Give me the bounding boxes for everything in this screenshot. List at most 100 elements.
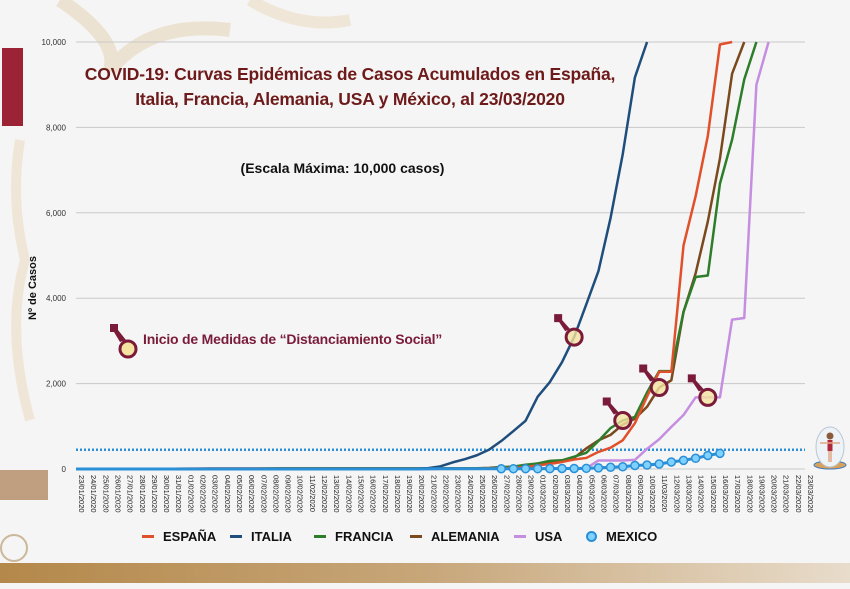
mexico-point — [520, 463, 531, 474]
marker-arrow-icon — [687, 374, 704, 392]
x-tick-label: 25/02/2020 — [478, 475, 487, 513]
mexico-point — [605, 462, 616, 472]
x-tick-label: 14/03/2020 — [697, 475, 706, 513]
legend-item-francia: FRANCIA — [314, 529, 394, 544]
chart-title: COVID-19: Curvas Epidémicas de Casos Acu… — [84, 64, 616, 109]
x-tick-label: 16/02/2020 — [369, 475, 378, 513]
annotation-text: Inicio de Medidas de “Distanciamiento So… — [143, 331, 443, 347]
mexico-point — [642, 460, 652, 470]
x-tick-label: 12/03/2020 — [672, 475, 681, 513]
x-tick-label: 26/02/2020 — [490, 475, 499, 513]
mexico-point — [666, 457, 677, 467]
legend-swatch — [142, 535, 154, 538]
brand-red-bar — [2, 48, 23, 126]
x-tick-label: 18/03/2020 — [745, 475, 754, 513]
mexico-figure — [813, 426, 847, 470]
mexico-point — [569, 463, 579, 474]
legend-swatch — [410, 535, 422, 538]
mexico-point — [593, 463, 604, 473]
x-tick-label: 28/01/2020 — [138, 475, 147, 513]
x-tick-label: 06/02/2020 — [247, 475, 256, 513]
x-tick-label: 22/02/2020 — [442, 475, 451, 513]
x-tick-label: 08/02/2020 — [271, 475, 280, 513]
x-tick-label: 29/02/2020 — [527, 475, 536, 513]
x-tick-label: 21/02/2020 — [429, 475, 438, 513]
y-tick-label: 6,000 — [46, 209, 67, 218]
mexico-point — [715, 448, 725, 459]
mexico-point — [703, 450, 713, 461]
x-tick-label: 05/03/2020 — [587, 475, 596, 513]
x-tick-label: 31/01/2020 — [174, 475, 183, 513]
x-tick-label: 19/03/2020 — [757, 475, 766, 513]
x-tick-label: 01/02/2020 — [186, 475, 195, 513]
mexico-point — [581, 463, 592, 474]
x-tick-label: 06/03/2020 — [599, 475, 608, 513]
mexico-point — [532, 463, 543, 474]
distancing-marker — [564, 327, 584, 347]
x-tick-label: 25/01/2020 — [101, 475, 110, 513]
y-tick-label: 10,000 — [42, 38, 67, 47]
distancing-marker — [649, 378, 669, 398]
x-tick-label: 02/02/2020 — [199, 475, 208, 513]
mexico-point — [678, 455, 689, 466]
x-tick-label: 22/03/2020 — [794, 475, 803, 513]
marker-arrow-icon — [602, 397, 619, 415]
x-tick-label: 11/03/2020 — [660, 475, 669, 512]
x-tick-label: 10/03/2020 — [648, 475, 657, 513]
x-tick-label: 18/02/2020 — [393, 475, 402, 513]
y-tick-label: 2,000 — [46, 380, 67, 389]
x-tick-label: 07/03/2020 — [612, 475, 621, 513]
x-tick-label: 10/02/2020 — [296, 475, 305, 513]
x-tick-label: 17/02/2020 — [381, 475, 390, 513]
distancing-marker — [613, 410, 633, 430]
x-tick-label: 28/02/2020 — [514, 475, 523, 513]
legend-item-italia: ITALIA — [230, 529, 292, 544]
legend-swatch — [230, 535, 242, 538]
x-tick-label: 13/03/2020 — [685, 475, 694, 513]
y-axis-label: Nº de Casos — [27, 256, 39, 320]
distancing-markers — [554, 314, 718, 430]
x-tick-label: 23/02/2020 — [454, 475, 463, 513]
legend-label: USA — [535, 529, 563, 544]
legend-swatch — [586, 531, 597, 542]
mexico-point — [545, 463, 555, 474]
legend-swatch — [514, 535, 526, 538]
logo-emblem — [0, 470, 48, 562]
x-tick-label: 03/02/2020 — [211, 475, 220, 513]
x-tick-label: 01/03/2020 — [539, 475, 548, 513]
marker-arrow-icon — [554, 314, 571, 332]
mexico-point — [654, 459, 664, 469]
x-tick-label: 24/02/2020 — [466, 475, 475, 513]
mexico-point — [630, 460, 640, 471]
chart-subtitle: (Escala Máxima: 10,000 casos) — [240, 160, 445, 176]
x-tick-label: 05/02/2020 — [235, 475, 244, 513]
legend-label: MEXICO — [606, 529, 658, 544]
x-tick-label: 07/02/2020 — [259, 475, 268, 513]
x-tick-label: 27/01/2020 — [126, 475, 135, 513]
x-tick-label: 29/01/2020 — [150, 475, 159, 513]
x-tick-label: 20/02/2020 — [417, 475, 426, 513]
x-tick-label: 03/03/2020 — [563, 475, 572, 513]
x-tick-label: 24/01/2020 — [89, 475, 98, 513]
annotation-marker-icon — [110, 324, 138, 359]
x-tick-label: 23/03/2020 — [806, 475, 815, 513]
series-lines — [76, 40, 770, 474]
y-tick-label: 8,000 — [46, 123, 67, 132]
x-tick-label: 15/03/2020 — [709, 475, 718, 513]
mexico-point — [618, 461, 628, 472]
x-tick-label: 21/03/2020 — [782, 475, 791, 513]
legend-label: FRANCIA — [335, 529, 394, 544]
legend-label: ITALIA — [251, 529, 292, 544]
x-tick-label: 11/02/2020 — [308, 475, 317, 512]
x-tick-label: 09/03/2020 — [636, 475, 645, 513]
x-tick-label: 13/02/2020 — [332, 475, 341, 513]
x-tick-label: 02/03/2020 — [551, 475, 560, 513]
x-tick-label: 19/02/2020 — [405, 475, 414, 513]
x-ticks: 23/01/2020 24/01/2020 25/01/2020 26/01/2020… — [77, 475, 815, 513]
x-tick-label: 04/02/2020 — [223, 475, 232, 513]
legend-label: ALEMANIA — [431, 529, 500, 544]
legend: ESPAÑA ITALIA FRANCIA ALEMANIA USA MEXIC… — [130, 529, 750, 551]
mexico-point — [557, 463, 567, 474]
x-tick-label: 08/03/2020 — [624, 475, 633, 513]
